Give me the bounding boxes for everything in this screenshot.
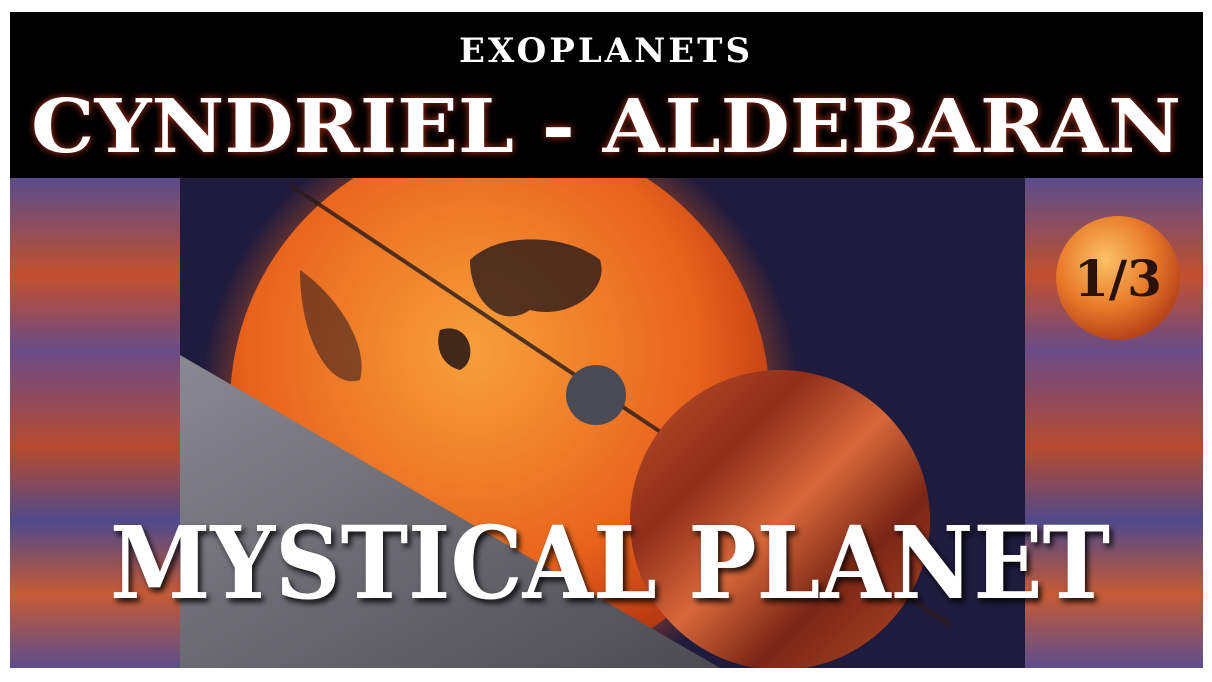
kicker: EXOPLANETS — [459, 31, 753, 71]
thumbnail: EXOPLANETS CYNDRIEL - ALDEBARAN 1/3 MYST… — [0, 0, 1212, 682]
badge: 1/3 — [1074, 249, 1162, 308]
headline: MYSTICAL PLANET — [110, 504, 1110, 622]
title: CYNDRIEL - ALDEBARAN — [31, 84, 1181, 170]
page: EXOPLANETS CYNDRIEL - ALDEBARAN 1/3 MYST… — [0, 0, 1212, 682]
